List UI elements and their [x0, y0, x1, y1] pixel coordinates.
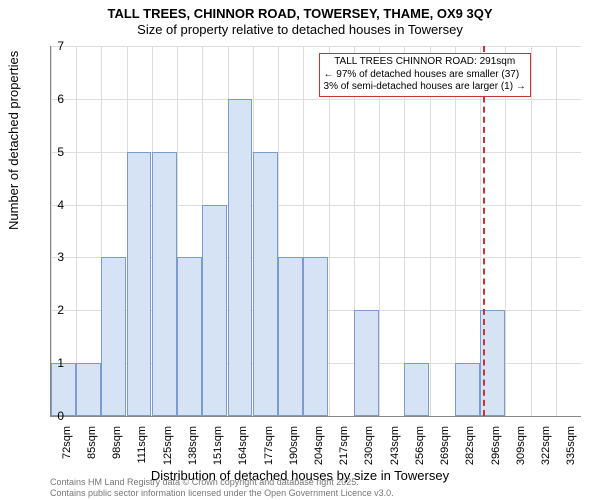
chart-title-sub: Size of property relative to detached ho… — [0, 22, 600, 37]
annotation-box: TALL TREES CHINNOR ROAD: 291sqm← 97% of … — [319, 53, 531, 97]
histogram-bar — [455, 363, 480, 416]
x-tick-label: 230sqm — [363, 426, 375, 486]
histogram-bar — [202, 205, 227, 416]
x-tick-label: 322sqm — [540, 426, 552, 486]
histogram-bar — [404, 363, 429, 416]
gridline-v — [404, 46, 405, 416]
x-tick-label: 296sqm — [490, 426, 502, 486]
x-tick-label: 282sqm — [464, 426, 476, 486]
y-tick-label: 6 — [34, 92, 64, 106]
footer-line-2: Contains public sector information licen… — [50, 488, 394, 499]
y-tick-label: 5 — [34, 145, 64, 159]
y-axis-label: Number of detached properties — [6, 51, 21, 230]
histogram-bar — [101, 257, 126, 416]
histogram-bar — [253, 152, 278, 416]
histogram-bar — [303, 257, 328, 416]
gridline-v — [379, 46, 380, 416]
histogram-bar — [177, 257, 202, 416]
marker-line — [483, 46, 485, 416]
x-tick-label: 138sqm — [187, 426, 199, 486]
gridline-h — [51, 46, 581, 47]
x-tick-label: 72sqm — [61, 426, 73, 486]
x-tick-label: 164sqm — [237, 426, 249, 486]
histogram-bar — [354, 310, 379, 416]
gridline-v — [455, 46, 456, 416]
annotation-line: 3% of semi-detached houses are larger (1… — [324, 81, 526, 94]
gridline-v — [556, 46, 557, 416]
x-tick-label: 125sqm — [162, 426, 174, 486]
histogram-bar — [76, 363, 101, 416]
chart-container: TALL TREES, CHINNOR ROAD, TOWERSEY, THAM… — [0, 0, 600, 500]
histogram-bar — [152, 152, 177, 416]
gridline-h — [51, 99, 581, 100]
x-tick-label: 217sqm — [338, 426, 350, 486]
x-tick-label: 85sqm — [86, 426, 98, 486]
x-tick-label: 111sqm — [136, 426, 148, 486]
gridline-v — [430, 46, 431, 416]
gridline-v — [76, 46, 77, 416]
x-tick-label: 256sqm — [414, 426, 426, 486]
chart-plot-area: TALL TREES CHINNOR ROAD: 291sqm← 97% of … — [50, 46, 580, 416]
y-tick-label: 2 — [34, 303, 64, 317]
y-tick-label: 7 — [34, 39, 64, 53]
x-tick-label: 204sqm — [313, 426, 325, 486]
chart-title-main: TALL TREES, CHINNOR ROAD, TOWERSEY, THAM… — [0, 0, 600, 21]
gridline-v — [329, 46, 330, 416]
x-tick-label: 190sqm — [288, 426, 300, 486]
y-tick-label: 3 — [34, 250, 64, 264]
x-tick-label: 98sqm — [111, 426, 123, 486]
annotation-line: TALL TREES CHINNOR ROAD: 291sqm — [324, 56, 526, 69]
y-tick-label: 0 — [34, 409, 64, 423]
histogram-bar — [127, 152, 152, 416]
annotation-line: ← 97% of detached houses are smaller (37… — [324, 69, 526, 82]
histogram-bar — [228, 99, 253, 416]
y-tick-label: 1 — [34, 356, 64, 370]
x-tick-label: 309sqm — [515, 426, 527, 486]
histogram-bar — [278, 257, 303, 416]
x-tick-label: 335sqm — [565, 426, 577, 486]
gridline-v — [505, 46, 506, 416]
x-tick-label: 177sqm — [263, 426, 275, 486]
y-tick-label: 4 — [34, 198, 64, 212]
x-tick-label: 151sqm — [212, 426, 224, 486]
x-tick-label: 269sqm — [439, 426, 451, 486]
plot-region: TALL TREES CHINNOR ROAD: 291sqm← 97% of … — [50, 46, 581, 417]
gridline-v — [531, 46, 532, 416]
x-tick-label: 243sqm — [389, 426, 401, 486]
